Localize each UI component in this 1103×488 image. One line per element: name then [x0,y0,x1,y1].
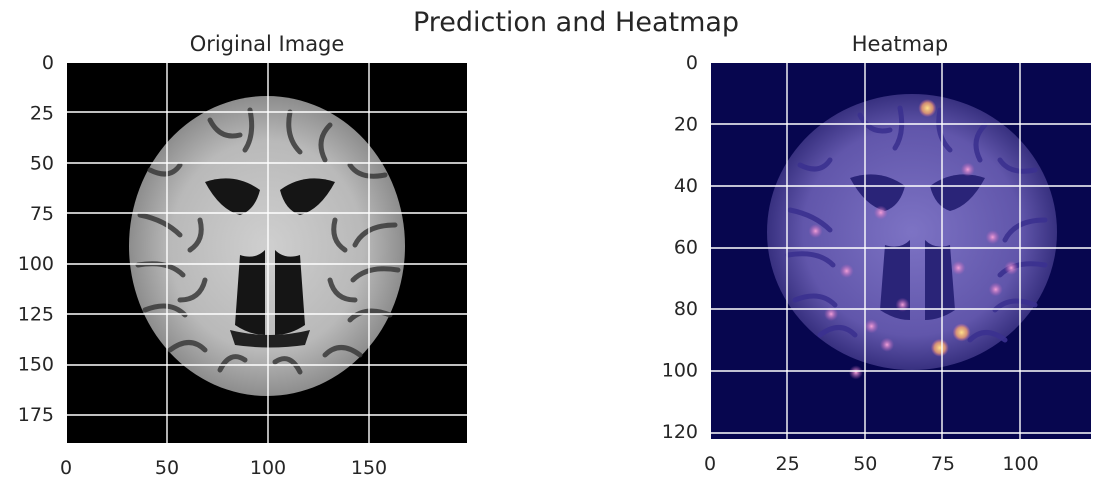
heatmap-hotspot [1004,260,1019,275]
original-image-y-tick-label: 25 [30,102,54,124]
heatmap-hotspot [918,99,937,118]
heatmap-x-tick-label: 0 [704,453,716,475]
original-image-y-tick-label: 125 [18,303,54,325]
heatmap-hotspot [808,224,823,239]
heatmap-y-tick-label: 60 [674,236,698,258]
heatmap-image [767,94,1057,380]
original-image-y-tick-label: 0 [42,52,54,74]
original-image-y-tick-label: 175 [18,404,54,426]
heatmap-y-tick-label: 80 [674,298,698,320]
figure-suptitle: Prediction and Heatmap [413,7,739,38]
heatmap-y-tick-label: 0 [686,52,698,74]
heatmap-x-tick-label: 75 [931,453,955,475]
heatmap-hotspot [824,307,839,321]
heatmap-hotspot [960,162,975,177]
heatmap-hotspot [951,260,966,275]
heatmap-x-tick-label: 25 [776,453,800,475]
heatmap-y-tick-label: 120 [662,421,698,443]
heatmap-hotspot [895,297,910,312]
heatmap-x-tick-label: 100 [1002,453,1038,475]
heatmap-hotspots [808,99,1019,380]
heatmap-hotspot [952,323,971,342]
heatmap-axes: 0 25 50 75 100 0 20 40 60 80 100 120 [662,52,1039,475]
heatmap-y-tick-label: 40 [674,175,698,197]
original-image-y-tick-label: 100 [18,253,54,275]
heatmap-y-tick-label: 100 [662,359,698,381]
original-image-y-tick-label: 150 [18,354,54,376]
original-image-x-tick-label: 0 [60,457,72,479]
original-image-x-tick-label: 50 [155,457,179,479]
original-image-panel: Original Image [18,32,469,479]
heatmap-hotspot [864,319,879,334]
heatmap-hotspot [873,205,888,220]
original-image-x-tick-label: 100 [250,457,286,479]
heatmap-grid [710,62,1092,440]
heatmap-hotspot [848,365,863,380]
heatmap-hotspot [930,338,949,357]
heatmap-y-tick-label: 20 [674,113,698,135]
original-image-y-tick-label: 50 [30,153,54,175]
heatmap-hotspot [988,282,1003,297]
original-image-title: Original Image [190,32,345,56]
heatmap-x-tick-label: 50 [853,453,877,475]
original-image-y-tick-label: 75 [30,203,54,225]
original-image-x-tick-label: 150 [351,457,387,479]
heatmap-panel: Heatmap [662,32,1093,475]
heatmap-hotspot [880,337,895,352]
original-image-grid [66,62,468,444]
brain-mri-image [129,96,405,396]
original-image-axes: 0 50 100 150 0 25 50 75 100 125 150 175 [18,52,387,479]
heatmap-title: Heatmap [852,32,948,56]
heatmap-hotspot [985,230,1000,245]
heatmap-hotspot [839,263,854,278]
